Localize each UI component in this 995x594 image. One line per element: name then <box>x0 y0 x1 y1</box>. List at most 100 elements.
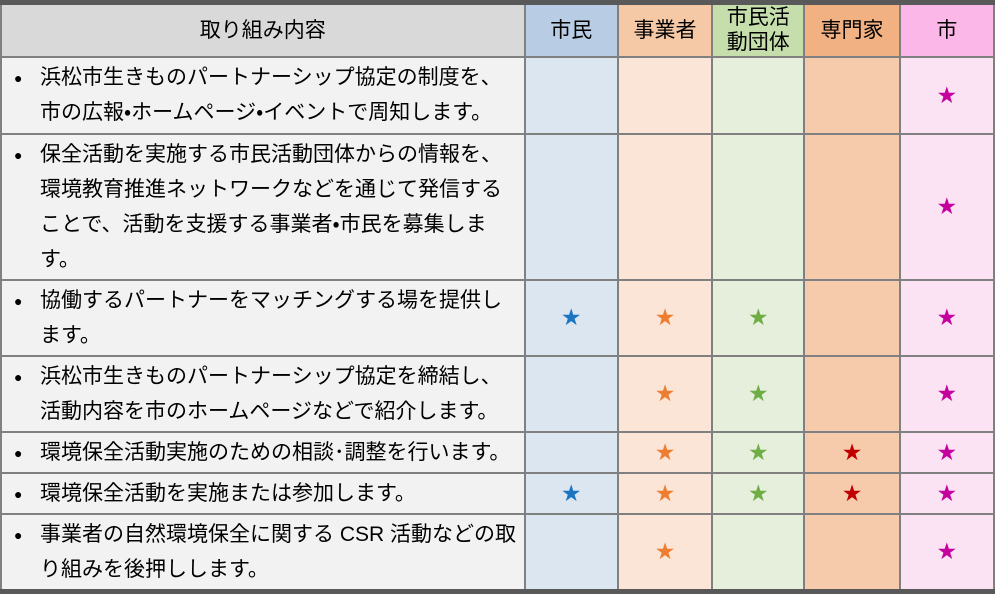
column-header-civic-group: 市民活動団体 <box>711 1 806 58</box>
star-icon-citizen: ★ <box>560 479 582 506</box>
initiative-item: ● 環境保全活動実施のための相談･調整を行います。 <box>14 435 520 470</box>
bullet-icon: ● <box>14 292 23 309</box>
star-cell-expert <box>803 354 901 433</box>
column-header-business-label: 事業者 <box>633 18 697 42</box>
star-icon-city: ★ <box>936 538 958 564</box>
star-icon-city: ★ <box>936 193 958 219</box>
star-cell-city: ★ <box>898 132 995 281</box>
initiative-cell: ● 協働するパートナーをマッチングする場を提供します。 <box>0 278 526 357</box>
star-icon-civic-group: ★ <box>747 304 769 330</box>
column-header-content: 取り組み内容 <box>0 1 526 58</box>
initiative-label: 事業者の自然環境保全に関する CSR 活動などの取り組みを後押しします。 <box>40 522 517 581</box>
table-row: ● 保全活動を実施する市民活動団体からの情報を、環境教育推進ネットワークなどを通じ… <box>0 132 995 281</box>
initiative-label: 浜松市生きものパートナーシップ協定を締結し、活動内容を市のホームページなどで紹介… <box>40 364 502 423</box>
star-cell-city: ★ <box>898 471 995 515</box>
star-icon-city: ★ <box>936 479 958 506</box>
column-header-expert-label: 専門家 <box>820 18 884 42</box>
initiative-label: 保全活動を実施する市民活動団体からの情報を、環境教育推進ネットワークなどを通じて… <box>40 142 502 271</box>
star-cell-expert <box>803 132 901 281</box>
star-icon-business: ★ <box>654 304 676 330</box>
star-icon-business: ★ <box>654 438 676 465</box>
column-header-expert: 専門家 <box>803 1 901 58</box>
star-cell-city: ★ <box>898 430 995 474</box>
initiative-item: ● 浜松市生きものパートナーシップ協定の制度を、市の広報・ホームページ・イベントで… <box>14 60 520 130</box>
star-icon-civic-group: ★ <box>747 438 769 465</box>
star-cell-citizen: ★ <box>523 471 619 515</box>
column-header-business: 事業者 <box>616 1 714 58</box>
initiative-label: 環境保全活動を実施または参加します。 <box>40 481 416 505</box>
star-cell-city: ★ <box>898 278 995 357</box>
column-header-city-label: 市 <box>936 18 958 42</box>
star-cell-business: ★ <box>616 430 714 474</box>
table-row: ● 協働するパートナーをマッチングする場を提供します。 ★ ★ ★ ★ <box>0 278 995 357</box>
star-cell-business: ★ <box>616 278 714 357</box>
star-cell-business: ★ <box>616 354 714 433</box>
table-row: ● 事業者の自然環境保全に関する CSR 活動などの取り組みを後押しします。 ★ ★ <box>0 512 995 592</box>
star-icon-business: ★ <box>654 479 676 506</box>
star-cell-business: ★ <box>616 471 714 515</box>
star-cell-citizen: ★ <box>523 278 619 357</box>
star-icon-city: ★ <box>936 81 958 108</box>
table-row: ● 浜松市生きものパートナーシップ協定の制度を、市の広報・ホームページ・イベントで… <box>0 55 995 135</box>
initiative-item: ● 協働するパートナーをマッチングする場を提供します。 <box>14 283 520 353</box>
table-row: ● 浜松市生きものパートナーシップ協定を締結し、活動内容を市のホームページなどで紹… <box>0 354 995 433</box>
star-icon-civic-group: ★ <box>747 380 769 406</box>
bullet-icon: ● <box>14 70 23 86</box>
initiative-label: 協働するパートナーをマッチングする場を提供します。 <box>40 288 502 347</box>
initiative-cell: ● 環境保全活動実施のための相談･調整を行います。 <box>0 430 526 474</box>
initiative-item: ● 事業者の自然環境保全に関する CSR 活動などの取り組みを後押しします。 <box>14 517 520 587</box>
star-cell-citizen <box>523 132 619 281</box>
star-icon-city: ★ <box>936 380 958 406</box>
star-cell-citizen <box>523 354 619 433</box>
bullet-icon: ● <box>14 368 23 385</box>
star-cell-citizen <box>523 55 619 135</box>
star-icon-expert: ★ <box>841 438 863 465</box>
star-cell-citizen <box>523 512 619 592</box>
star-cell-civic-group <box>711 132 806 281</box>
star-cell-expert: ★ <box>803 471 901 515</box>
initiative-cell: ● 浜松市生きものパートナーシップ協定を締結し、活動内容を市のホームページなどで紹… <box>0 354 526 433</box>
star-cell-civic-group <box>711 512 806 592</box>
star-cell-civic-group <box>711 55 806 135</box>
star-icon-city: ★ <box>936 438 958 465</box>
table-row: ● 環境保全活動を実施または参加します。 ★ ★ ★ ★ ★ <box>0 471 995 515</box>
table-row: ● 環境保全活動実施のための相談･調整を行います。 ★ ★ ★ ★ <box>0 430 995 474</box>
star-icon-expert: ★ <box>841 479 863 506</box>
star-icon-city: ★ <box>936 304 958 330</box>
star-cell-citizen <box>523 430 619 474</box>
star-icon-citizen: ★ <box>560 304 582 330</box>
star-cell-expert <box>803 55 901 135</box>
bullet-icon: ● <box>14 526 23 543</box>
column-header-city: 市 <box>898 1 995 58</box>
star-cell-city: ★ <box>898 354 995 433</box>
initiative-cell: ● 浜松市生きものパートナーシップ協定の制度を、市の広報・ホームページ・イベントで… <box>0 55 526 135</box>
header-row: 取り組み内容 市民 事業者 市民活動団体 専門家 市 <box>0 1 995 58</box>
star-cell-business <box>616 132 714 281</box>
star-icon-business: ★ <box>654 380 676 406</box>
bullet-icon: ● <box>14 444 23 461</box>
star-cell-expert <box>803 278 901 357</box>
bullet-icon: ● <box>14 146 23 163</box>
table-header: 取り組み内容 市民 事業者 市民活動団体 専門家 市 <box>0 1 995 58</box>
initiative-label: 環境保全活動実施のための相談･調整を行います。 <box>40 440 511 464</box>
star-cell-expert: ★ <box>803 430 901 474</box>
star-icon-civic-group: ★ <box>747 479 769 506</box>
star-cell-city: ★ <box>898 512 995 592</box>
initiative-cell: ● 保全活動を実施する市民活動団体からの情報を、環境教育推進ネットワークなどを通じ… <box>0 132 526 281</box>
initiative-item: ● 環境保全活動を実施または参加します。 <box>14 476 520 511</box>
column-header-civic-group-label: 市民活動団体 <box>726 6 790 55</box>
star-cell-civic-group: ★ <box>711 471 806 515</box>
table-body: ● 浜松市生きものパートナーシップ協定の制度を、市の広報・ホームページ・イベントで… <box>0 55 995 592</box>
initiative-item: ● 浜松市生きものパートナーシップ協定を締結し、活動内容を市のホームページなどで紹… <box>14 359 520 429</box>
column-header-citizen-label: 市民 <box>550 18 593 42</box>
star-cell-civic-group: ★ <box>711 354 806 433</box>
initiative-cell: ● 事業者の自然環境保全に関する CSR 活動などの取り組みを後押しします。 <box>0 512 526 592</box>
star-cell-civic-group: ★ <box>711 430 806 474</box>
star-icon-business: ★ <box>654 538 676 564</box>
initiative-label: 浜松市生きものパートナーシップ協定の制度を、市の広報・ホームページ・イベントで周… <box>40 66 502 124</box>
initiative-cell: ● 環境保全活動を実施または参加します。 <box>0 471 526 515</box>
initiative-item: ● 保全活動を実施する市民活動団体からの情報を、環境教育推進ネットワークなどを通じ… <box>14 137 520 277</box>
bullet-icon: ● <box>14 485 23 502</box>
